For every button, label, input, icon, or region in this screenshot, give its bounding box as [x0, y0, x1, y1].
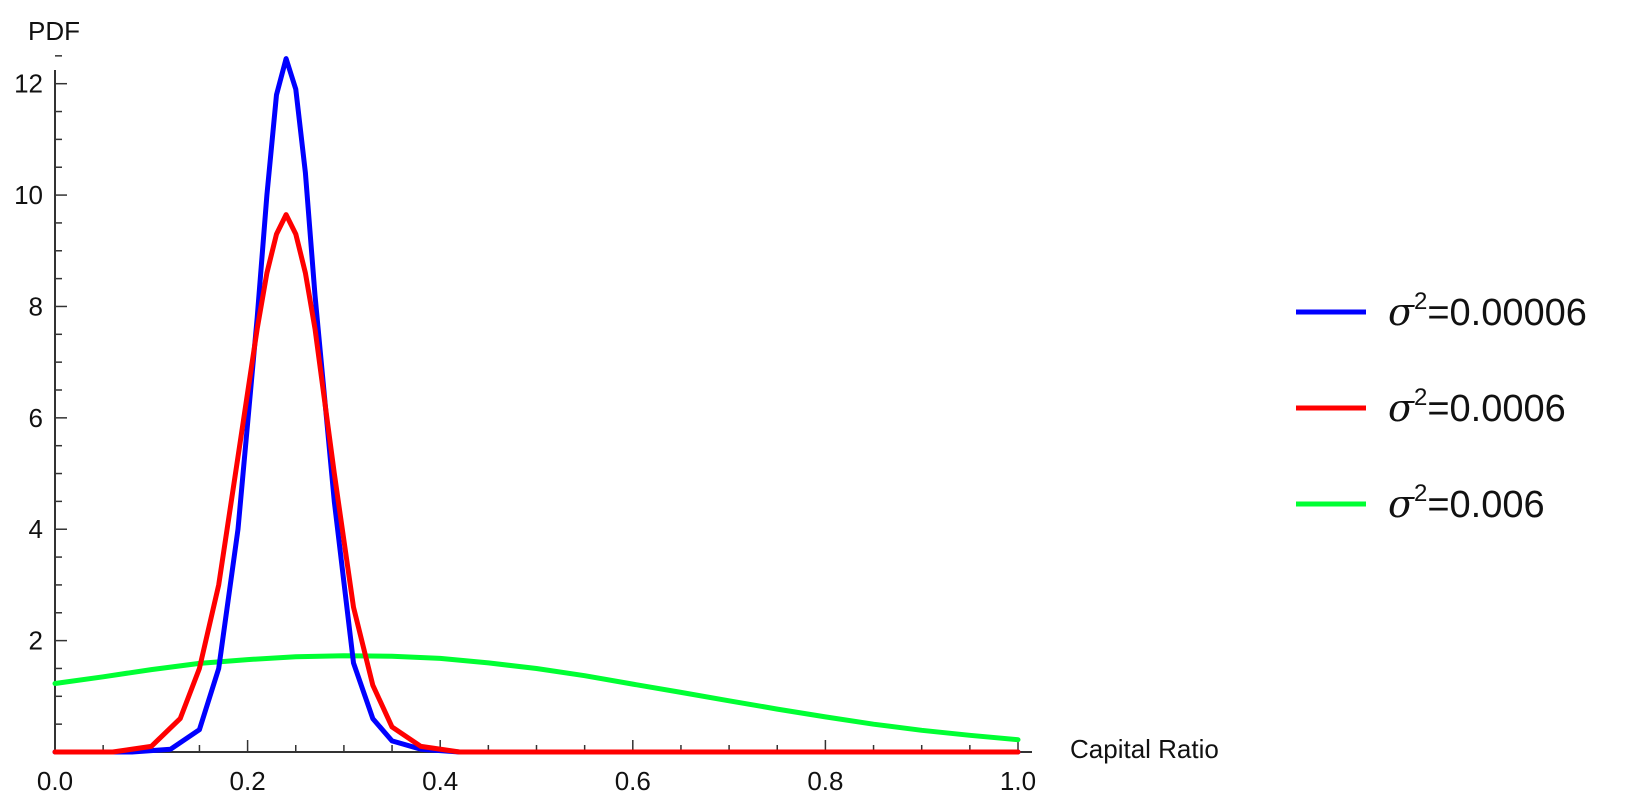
x-tick-labels: 0.0 0.2 0.4 0.6 0.8 1.0 — [37, 766, 1036, 796]
legend-item: σ2=0.00006 — [1296, 288, 1587, 334]
legend-exponent: 2 — [1414, 480, 1427, 507]
legend-label: σ2=0.0006 — [1388, 384, 1566, 430]
legend-sigma: σ — [1388, 386, 1415, 430]
x-tick-label: 1.0 — [1000, 766, 1036, 796]
series-line-2 — [52, 653, 1021, 743]
y-tick-label: 6 — [29, 403, 43, 433]
plot-area: 0.0 0.2 0.4 0.6 0.8 1.0 2 4 6 8 10 12 — [14, 55, 1036, 796]
legend-item: σ2=0.0006 — [1296, 384, 1566, 430]
y-tick-label: 10 — [14, 180, 43, 210]
legend-label: σ2=0.006 — [1388, 480, 1545, 526]
y-tick-label: 4 — [29, 514, 43, 544]
x-tick-label: 0.4 — [422, 766, 458, 796]
legend-label: σ2=0.00006 — [1388, 288, 1587, 334]
x-axis-label: Capital Ratio — [1070, 734, 1219, 764]
y-tick-label: 12 — [14, 69, 43, 99]
legend-value: =0.006 — [1427, 484, 1544, 526]
x-tick-label: 0.6 — [615, 766, 651, 796]
series-line-1 — [52, 212, 1021, 755]
y-axis-label: PDF — [28, 16, 80, 46]
x-tick-label: 0.0 — [37, 766, 73, 796]
legend-value: =0.0006 — [1427, 388, 1565, 430]
legend-value: =0.00006 — [1427, 292, 1587, 334]
y-tick-label: 8 — [29, 291, 43, 321]
legend-sigma: σ — [1388, 290, 1415, 334]
y-tick-labels: 2 4 6 8 10 12 — [14, 69, 43, 656]
x-tick-label: 0.8 — [807, 766, 843, 796]
y-tick-label: 2 — [29, 626, 43, 656]
major-ticks — [54, 82, 1019, 752]
legend-item: σ2=0.006 — [1296, 480, 1545, 526]
x-tick-label: 0.2 — [230, 766, 266, 796]
series-lines — [52, 56, 1021, 755]
minor-ticks — [55, 55, 971, 752]
legend-exponent: 2 — [1414, 384, 1427, 411]
series-line-0 — [52, 56, 1021, 755]
legend-sigma: σ — [1388, 482, 1415, 526]
legend-exponent: 2 — [1414, 288, 1427, 315]
